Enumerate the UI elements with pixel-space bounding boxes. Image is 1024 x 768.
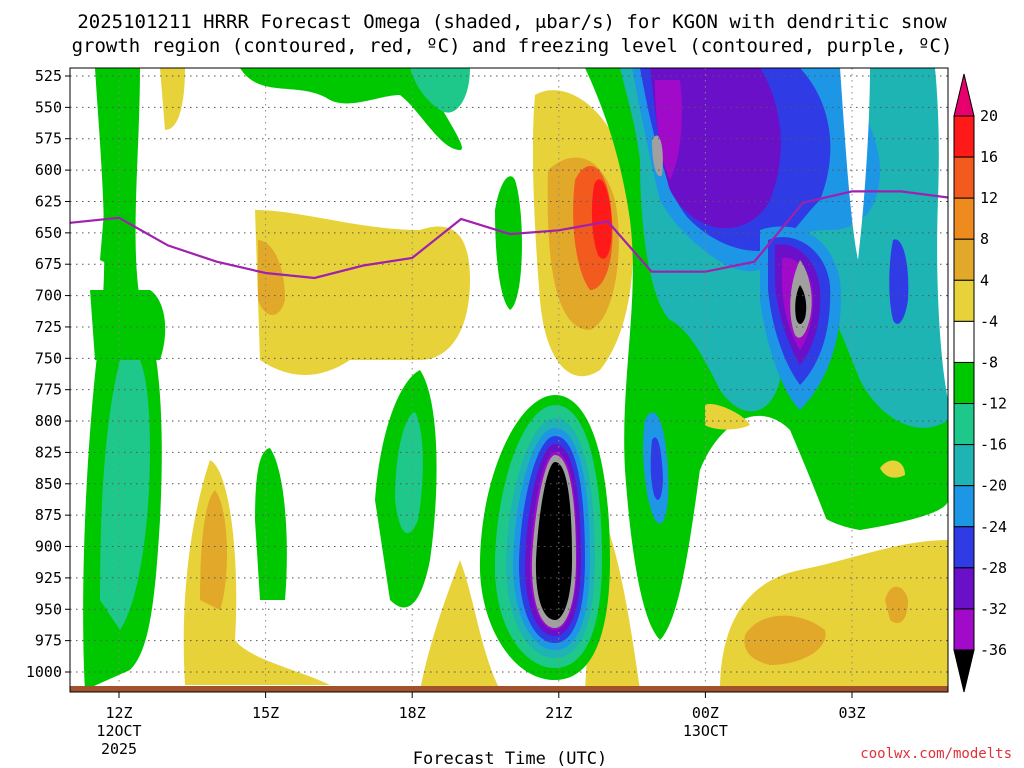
omega-shading xyxy=(83,68,948,690)
colorbar-label: -16 xyxy=(980,436,1007,454)
colorbar-label: -32 xyxy=(980,600,1007,618)
colorbar-segment xyxy=(953,608,975,651)
omega-region-positive-center-peak xyxy=(591,179,612,259)
colorbar-segment xyxy=(953,361,975,405)
omega-region-positive-upper-left xyxy=(160,68,185,130)
omega-region-positive-lower-right-core2 xyxy=(885,586,908,624)
y-tick-label: 925 xyxy=(35,569,62,587)
colorbar-bottom-arrow xyxy=(953,649,975,693)
colorbar-label: -24 xyxy=(980,518,1007,536)
omega-region-negative-thin xyxy=(255,448,287,600)
colorbar: 20 16 12 8 4 -4 -8 -12 -16 -20 -24 -28 -32 -36 xyxy=(953,73,1007,693)
colorbar-label: -20 xyxy=(980,477,1007,495)
y-tick-label: 850 xyxy=(35,475,62,493)
omega-region-left-lower xyxy=(90,290,166,360)
y-tick-label: 775 xyxy=(35,381,62,399)
colorbar-label: -8 xyxy=(980,353,998,371)
y-tick-label: 825 xyxy=(35,443,62,461)
omega-region-green-center-core xyxy=(395,412,423,534)
y-tick-label: 700 xyxy=(35,287,62,305)
x-tick-date: 12OCT xyxy=(96,722,141,740)
y-tick-label: 950 xyxy=(35,600,62,618)
omega-region-negative-top-center xyxy=(240,68,462,150)
colorbar-segment xyxy=(953,444,975,487)
colorbar-segment xyxy=(953,238,975,281)
colorbar-label: 12 xyxy=(980,189,998,207)
y-tick-label: 550 xyxy=(35,98,62,116)
omega-region-right-white-gap xyxy=(840,68,870,260)
omega-region-right-edge-white xyxy=(935,68,948,400)
grid-lines xyxy=(70,68,948,692)
omega-region-right-plume-core xyxy=(795,285,807,324)
y-tick-label: 1000 xyxy=(26,663,62,681)
colorbar-segment xyxy=(953,197,975,240)
freezing-level-line xyxy=(70,190,948,280)
colorbar-segment xyxy=(953,403,975,446)
x-tick-label: 12Z xyxy=(105,704,132,722)
y-tick-label: 525 xyxy=(35,67,62,85)
colorbar-segment xyxy=(953,567,975,610)
omega-region-positive-small-right xyxy=(705,404,750,430)
colorbar-label: -4 xyxy=(980,312,998,330)
colorbar-label: 20 xyxy=(980,107,998,125)
colorbar-label: 16 xyxy=(980,148,998,166)
y-tick-label: 575 xyxy=(35,130,62,148)
colorbar-segment xyxy=(953,115,975,158)
y-tick-label: 750 xyxy=(35,349,62,367)
plot-area xyxy=(70,68,948,692)
x-tick-label: 03Z xyxy=(838,704,865,722)
x-tick-label: 15Z xyxy=(252,704,279,722)
x-tick-label: 18Z xyxy=(399,704,426,722)
x-tick-year: 2025 xyxy=(101,740,137,758)
colorbar-label: -36 xyxy=(980,641,1007,659)
x-tick-label: 21Z xyxy=(545,704,572,722)
chart-subtitle: growth region (contoured, red, ºC) and f… xyxy=(72,35,953,57)
colorbar-segment xyxy=(953,279,975,322)
y-tick-label: 975 xyxy=(35,632,62,650)
y-tick-label: 725 xyxy=(35,318,62,336)
ground-strip xyxy=(70,686,948,692)
credit-text: coolwx.com/modelts xyxy=(860,746,1012,762)
y-tick-label: 675 xyxy=(35,255,62,273)
colorbar-label: 4 xyxy=(980,271,989,289)
x-tick-label: 00Z xyxy=(692,704,719,722)
omega-region-positive-low-left-core xyxy=(200,490,227,610)
omega-region-strong-core xyxy=(535,462,572,620)
colorbar-label: -12 xyxy=(980,395,1007,413)
colorbar-segment xyxy=(953,320,975,363)
colorbar-top-arrow xyxy=(953,73,975,117)
omega-region-positive-low-center xyxy=(420,560,500,690)
y-tick-label: 800 xyxy=(35,412,62,430)
x-axis-label: Forecast Time (UTC) xyxy=(413,749,607,768)
omega-region-positive-mid xyxy=(255,210,470,375)
y-tick-label: 650 xyxy=(35,224,62,242)
y-tick-label: 875 xyxy=(35,506,62,524)
colorbar-label: 8 xyxy=(980,230,989,248)
y-tick-label: 625 xyxy=(35,192,62,210)
omega-region-negative-right-purple xyxy=(650,68,781,229)
chart-title: 2025101211 HRRR Forecast Omega (shaded, … xyxy=(77,11,947,33)
colorbar-label: -28 xyxy=(980,559,1007,577)
omega-region-negative-right-violet xyxy=(655,80,682,180)
y-tick-label: 600 xyxy=(35,161,62,179)
omega-region-negative-top-center-core xyxy=(410,68,470,113)
colorbar-segment xyxy=(953,156,975,199)
omega-region-positive-small-right2 xyxy=(880,460,905,478)
y-axis: 525 550 575 600 625 650 675 700 725 750 775 800 825 8… xyxy=(26,67,70,681)
omega-region-negative-right-gray xyxy=(652,135,663,177)
colorbar-segment xyxy=(953,526,975,569)
omega-region-green-narrow xyxy=(495,176,522,310)
y-tick-label: 900 xyxy=(35,538,62,556)
plot-frame xyxy=(69,67,949,693)
omega-region-lower-center-deepblue xyxy=(650,437,663,500)
omega-region-positive-mid-core xyxy=(258,240,285,315)
x-tick-date: 13OCT xyxy=(683,722,728,740)
omega-region-right-edge-blue xyxy=(889,239,909,324)
colorbar-segment xyxy=(953,485,975,528)
